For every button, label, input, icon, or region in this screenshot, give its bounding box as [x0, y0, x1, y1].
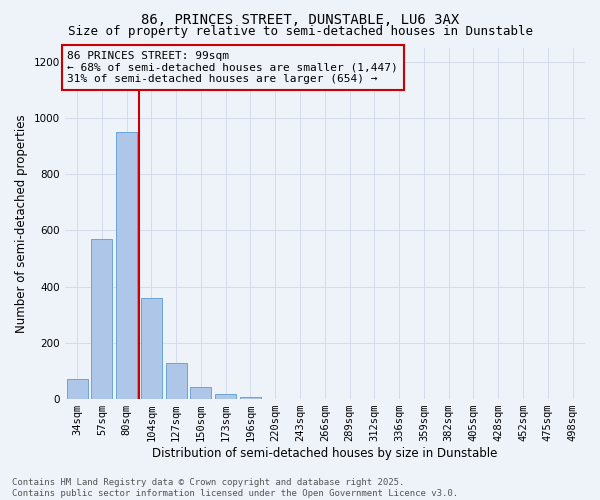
Bar [91, 239, 112, 399]
Text: Size of property relative to semi-detached houses in Dunstable: Size of property relative to semi-detach… [67, 25, 533, 38]
Bar [166, 362, 187, 399]
Bar [190, 388, 211, 399]
Text: Contains HM Land Registry data © Crown copyright and database right 2025.
Contai: Contains HM Land Registry data © Crown c… [12, 478, 458, 498]
Bar [215, 394, 236, 399]
Y-axis label: Number of semi-detached properties: Number of semi-detached properties [15, 114, 28, 332]
Bar [116, 132, 137, 399]
Bar [67, 380, 88, 399]
Text: 86, PRINCES STREET, DUNSTABLE, LU6 3AX: 86, PRINCES STREET, DUNSTABLE, LU6 3AX [141, 12, 459, 26]
Bar [240, 397, 261, 399]
Text: 86 PRINCES STREET: 99sqm
← 68% of semi-detached houses are smaller (1,447)
31% o: 86 PRINCES STREET: 99sqm ← 68% of semi-d… [67, 51, 398, 84]
X-axis label: Distribution of semi-detached houses by size in Dunstable: Distribution of semi-detached houses by … [152, 447, 497, 460]
Bar [141, 298, 162, 399]
